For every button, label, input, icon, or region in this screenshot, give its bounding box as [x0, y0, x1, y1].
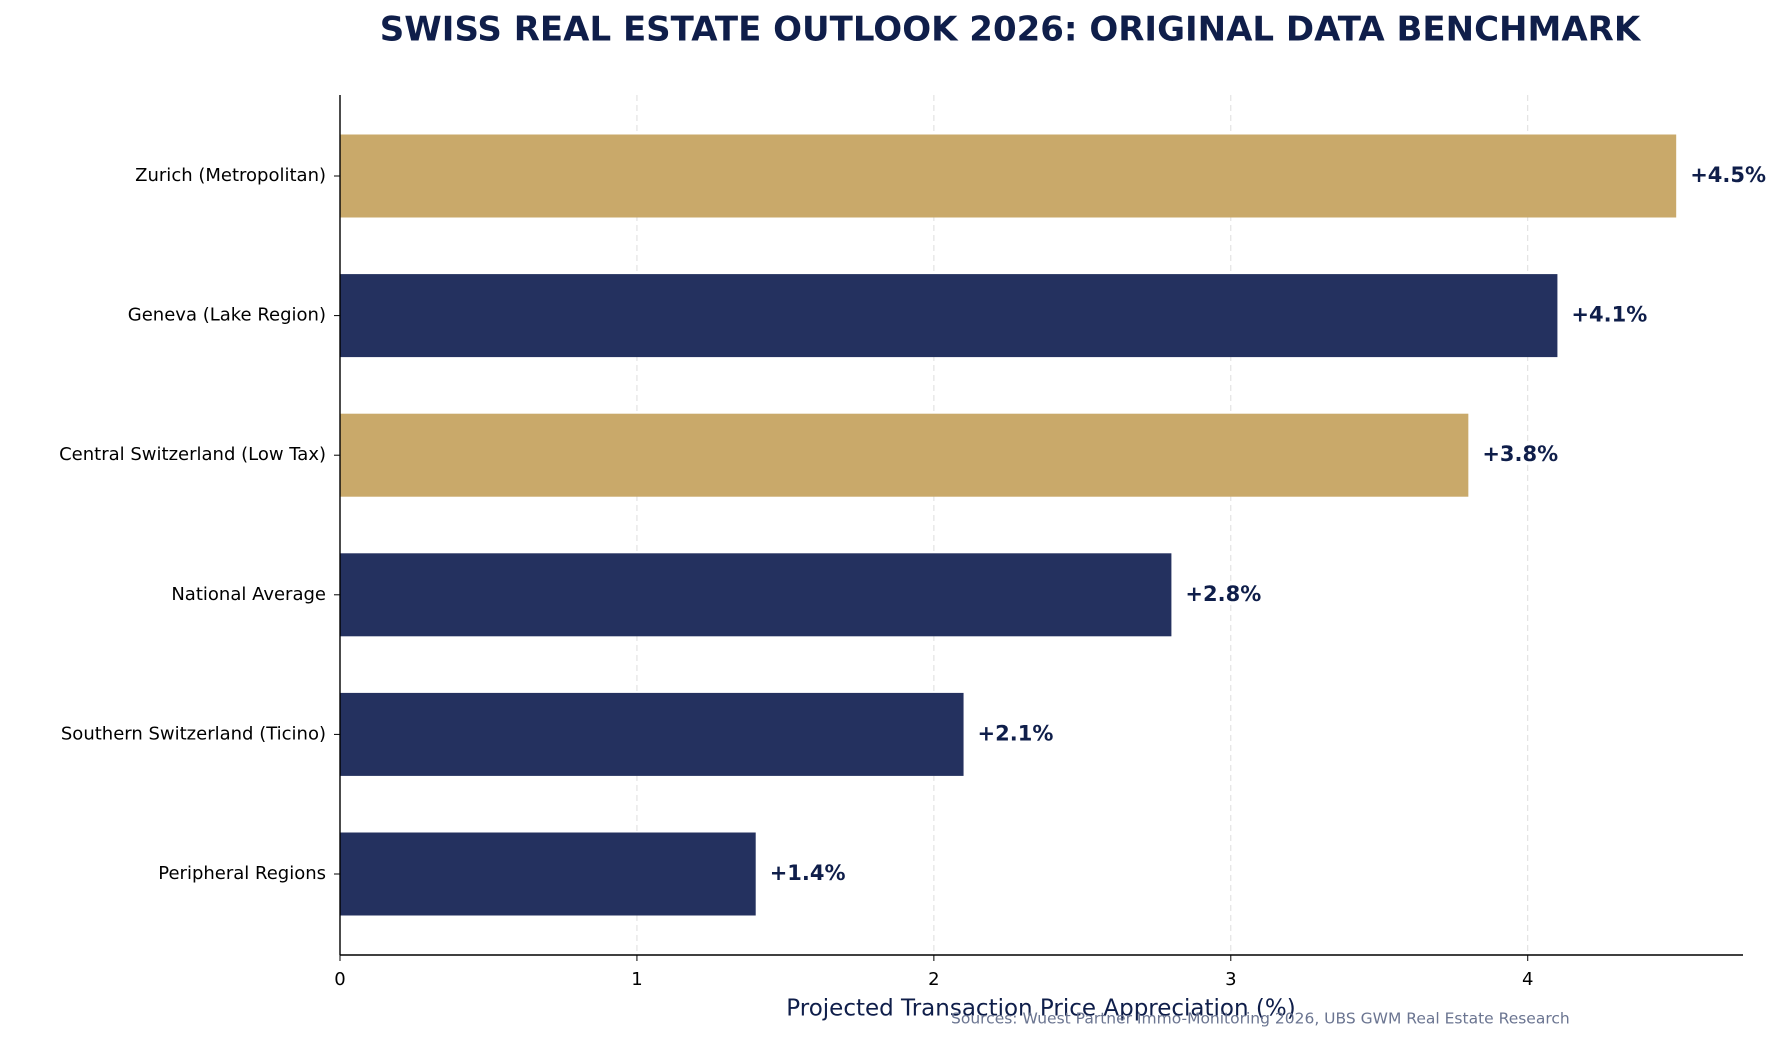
bar: [340, 413, 1469, 497]
source-note: Sources: Wuest Partner Immo-Monitoring 2…: [951, 1010, 1570, 1028]
x-tick-label: 4: [1522, 969, 1533, 990]
y-tick-label: Geneva (Lake Region): [128, 305, 326, 326]
y-tick-label: Zurich (Metropolitan): [135, 165, 326, 186]
value-label: +2.1%: [978, 721, 1054, 745]
y-tick-label: Southern Switzerland (Ticino): [61, 723, 326, 744]
bar: [340, 692, 964, 776]
x-tick-label: 2: [928, 969, 939, 990]
value-label: +4.1%: [1571, 303, 1647, 327]
value-label: +4.5%: [1690, 163, 1766, 187]
value-label: +1.4%: [770, 861, 846, 885]
bar: [340, 134, 1677, 218]
y-tick-label: National Average: [171, 584, 326, 605]
bar: [340, 274, 1558, 358]
value-label: +2.8%: [1185, 582, 1261, 606]
value-label: +3.8%: [1482, 442, 1558, 466]
x-tick-label: 3: [1225, 969, 1236, 990]
y-tick-label: Peripheral Regions: [158, 863, 326, 884]
x-tick-label: 0: [334, 969, 345, 990]
y-tick-label: Central Switzerland (Low Tax): [59, 444, 326, 465]
bar: [340, 553, 1172, 637]
x-axis-label: Projected Transaction Price Appreciation…: [786, 996, 1295, 1022]
bar: [340, 832, 756, 916]
x-tick-label: 1: [631, 969, 642, 990]
chart-title: SWISS REAL ESTATE OUTLOOK 2026: ORIGINAL…: [380, 10, 1642, 50]
